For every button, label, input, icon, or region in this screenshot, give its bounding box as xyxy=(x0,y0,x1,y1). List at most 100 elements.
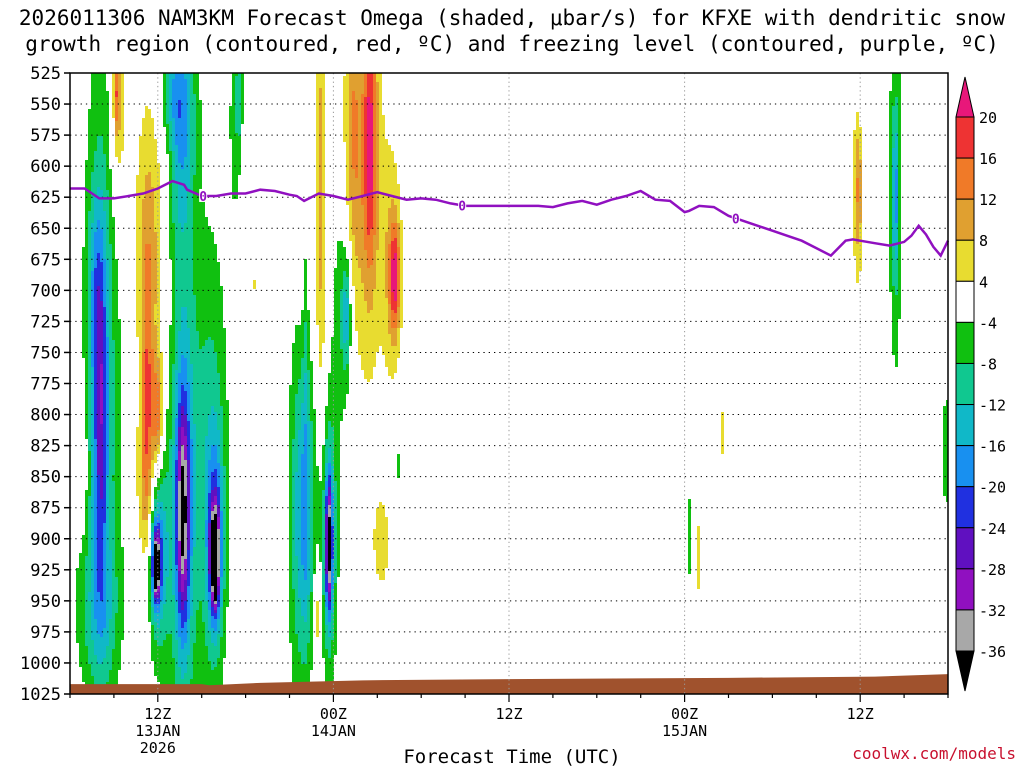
omega-cell xyxy=(94,415,97,418)
omega-cell xyxy=(361,97,364,100)
omega-cell xyxy=(91,319,94,322)
omega-cell xyxy=(223,406,229,409)
omega-cell xyxy=(391,232,397,235)
omega-cell xyxy=(88,238,91,241)
omega-cell xyxy=(385,283,388,286)
omega-cell xyxy=(172,214,178,217)
omega-cell xyxy=(220,379,226,382)
omega-cell xyxy=(892,208,895,211)
omega-cell xyxy=(358,112,361,115)
omega-cell xyxy=(307,457,310,460)
omega-cell xyxy=(103,190,109,193)
omega-cell xyxy=(400,298,403,301)
omega-cell xyxy=(235,130,241,133)
omega-cell xyxy=(322,280,325,283)
omega-cell xyxy=(304,448,307,451)
omega-cell xyxy=(289,475,292,478)
omega-cell xyxy=(385,268,388,271)
omega-cell xyxy=(91,346,94,349)
omega-cell xyxy=(313,466,319,469)
omega-cell xyxy=(91,82,106,85)
omega-cell xyxy=(301,493,307,496)
omega-cell xyxy=(169,202,172,205)
omega-cell xyxy=(301,322,304,325)
omega-cell xyxy=(943,484,948,487)
omega-cell xyxy=(322,139,325,142)
omega-cell xyxy=(106,352,109,355)
omega-cell xyxy=(331,367,343,370)
omega-cell xyxy=(166,439,169,442)
omega-cell xyxy=(376,118,379,121)
omega-cell xyxy=(175,508,178,511)
omega-cell xyxy=(97,298,100,301)
omega-cell xyxy=(184,433,187,436)
omega-cell xyxy=(178,445,181,448)
omega-cell xyxy=(358,256,367,259)
omega-cell xyxy=(145,436,148,439)
omega-cell xyxy=(187,133,190,136)
omega-cell xyxy=(292,484,295,487)
omega-cell xyxy=(151,298,157,301)
omega-cell xyxy=(889,274,892,277)
omega-cell xyxy=(109,214,112,217)
omega-cell xyxy=(91,385,94,388)
omega-cell xyxy=(319,211,322,214)
omega-cell xyxy=(85,508,88,511)
omega-cell xyxy=(136,181,145,184)
omega-cell xyxy=(109,208,112,211)
omega-cell xyxy=(172,475,175,478)
omega-cell xyxy=(148,511,151,514)
omega-cell xyxy=(292,367,301,370)
omega-cell xyxy=(160,370,163,373)
omega-cell xyxy=(217,469,220,472)
omega-cell xyxy=(178,499,181,502)
omega-cell xyxy=(97,508,106,511)
omega-cell xyxy=(178,193,187,196)
omega-cell xyxy=(895,172,898,175)
omega-cell xyxy=(190,142,196,145)
omega-cell xyxy=(373,130,376,133)
omega-cell xyxy=(121,100,124,103)
omega-cell xyxy=(379,88,382,91)
omega-cell xyxy=(160,409,163,412)
omega-cell xyxy=(304,349,307,352)
omega-cell xyxy=(352,226,364,229)
omega-cell xyxy=(169,223,175,226)
omega-cell xyxy=(322,472,325,475)
omega-cell xyxy=(304,334,307,337)
omega-cell xyxy=(88,436,91,439)
omega-cell xyxy=(88,277,91,280)
omega-cell xyxy=(115,457,121,460)
omega-cell xyxy=(115,373,121,376)
omega-cell xyxy=(892,154,898,157)
omega-cell xyxy=(346,292,349,295)
omega-cell xyxy=(139,151,157,154)
omega-cell xyxy=(196,142,202,145)
omega-cell xyxy=(190,337,199,340)
omega-cell xyxy=(91,457,94,460)
omega-cell xyxy=(301,367,307,370)
omega-cell xyxy=(193,415,208,418)
omega-cell xyxy=(172,274,175,277)
omega-cell xyxy=(376,157,379,160)
omega-cell xyxy=(334,286,343,289)
omega-cell xyxy=(889,286,895,289)
omega-cell xyxy=(292,382,298,385)
omega-cell xyxy=(178,466,181,469)
omega-cell xyxy=(172,262,175,265)
omega-cell xyxy=(94,493,97,496)
omega-cell xyxy=(154,214,160,217)
omega-cell xyxy=(892,232,898,235)
omega-cell xyxy=(82,283,88,286)
omega-cell xyxy=(346,187,349,190)
omega-cell xyxy=(172,115,178,118)
omega-cell xyxy=(142,382,145,385)
omega-cell xyxy=(349,304,352,307)
omega-cell xyxy=(97,139,103,142)
omega-cell xyxy=(151,271,157,274)
omega-cell xyxy=(169,178,172,181)
omega-cell xyxy=(91,367,94,370)
omega-cell xyxy=(889,160,892,163)
omega-cell xyxy=(178,205,187,208)
omega-cell xyxy=(307,424,310,427)
